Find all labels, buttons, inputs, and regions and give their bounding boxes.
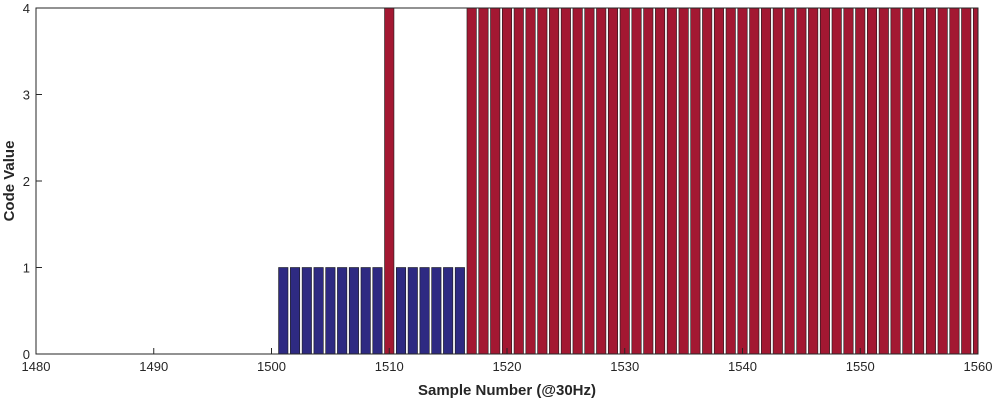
bar-1558	[949, 8, 960, 354]
bar-1507	[348, 267, 359, 354]
y-tick-label: 2	[23, 174, 30, 189]
bar-1518	[478, 8, 489, 354]
bar-1543	[772, 8, 783, 354]
bar-1539	[725, 8, 736, 354]
bar-1560	[972, 8, 978, 354]
bar-1533	[655, 8, 666, 354]
bar-1534	[666, 8, 677, 354]
bar-1501	[278, 267, 289, 354]
bar-1516	[454, 267, 465, 354]
bar-1548	[831, 8, 842, 354]
bar-1521	[513, 8, 524, 354]
bar-1522	[525, 8, 536, 354]
bar-1532	[643, 8, 654, 354]
bar-1538	[713, 8, 724, 354]
bar-1514	[431, 267, 442, 354]
bar-1526	[572, 8, 583, 354]
x-tick-label: 1540	[728, 359, 757, 374]
bar-1503	[301, 267, 312, 354]
bar-1509	[372, 267, 383, 354]
bar-1557	[937, 8, 948, 354]
y-tick-label: 1	[23, 261, 30, 276]
bar-1524	[549, 8, 560, 354]
bar-1523	[537, 8, 548, 354]
bar-1547	[819, 8, 830, 354]
x-tick-label: 1550	[846, 359, 875, 374]
bar-1528	[596, 8, 607, 354]
bar-1540	[737, 8, 748, 354]
bar-1510	[384, 8, 395, 354]
bar-1515	[443, 267, 454, 354]
x-tick-label: 1500	[257, 359, 286, 374]
bar-1531	[631, 8, 642, 354]
bar-1512	[407, 267, 418, 354]
bar-1551	[867, 8, 878, 354]
bar-1549	[843, 8, 854, 354]
x-axis: 1480 1490 1500 1510 1520 1530 1540 1550 1560	[22, 348, 993, 374]
x-tick-label: 1530	[610, 359, 639, 374]
y-tick-label: 0	[23, 347, 30, 362]
bar-1527	[584, 8, 595, 354]
bar-1546	[808, 8, 819, 354]
bar-1550	[855, 8, 866, 354]
bar-1535	[678, 8, 689, 354]
bar-1553	[890, 8, 901, 354]
x-tick-label: 1520	[493, 359, 522, 374]
x-tick-label: 1560	[964, 359, 993, 374]
bar-1506	[337, 267, 348, 354]
bar-1502	[290, 267, 301, 354]
x-axis-label: Sample Number (@30Hz)	[418, 382, 596, 399]
bar-1545	[796, 8, 807, 354]
bar-1513	[419, 267, 430, 354]
x-tick-label: 1510	[375, 359, 404, 374]
bar-1525	[560, 8, 571, 354]
bar-1541	[749, 8, 760, 354]
bars-layer	[278, 8, 978, 354]
y-axis-label: Code Value	[1, 141, 18, 222]
y-tick-label: 4	[23, 1, 30, 16]
bar-1519	[490, 8, 501, 354]
bar-1520	[501, 8, 513, 354]
bar-1530	[619, 8, 630, 354]
bar-1542	[761, 8, 772, 354]
bar-1508	[360, 267, 371, 354]
bar-1505	[325, 267, 336, 354]
bar-1552	[878, 8, 889, 354]
bar-1504	[313, 267, 324, 354]
bar-1536	[690, 8, 701, 354]
y-tick-label: 3	[23, 88, 30, 103]
bar-1556	[925, 8, 936, 354]
bar-1554	[902, 8, 913, 354]
bar-1517	[466, 8, 477, 354]
x-tick-label: 1490	[139, 359, 168, 374]
x-tick-label: 1480	[22, 359, 51, 374]
bar-1555	[914, 8, 925, 354]
bar-1559	[961, 8, 972, 354]
bar-1544	[784, 8, 795, 354]
bar-1529	[607, 8, 618, 354]
bar-1511	[396, 267, 407, 354]
y-axis: 0 1 2 3 4	[23, 1, 42, 362]
bar-1537	[702, 8, 713, 354]
